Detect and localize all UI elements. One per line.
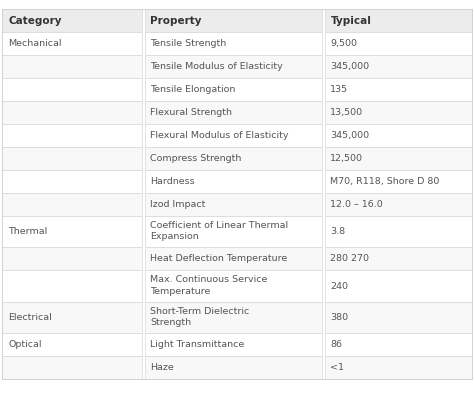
Bar: [325, 101, 472, 124]
Bar: [2, 216, 142, 247]
Bar: [325, 302, 472, 333]
Text: 9,500: 9,500: [330, 39, 357, 48]
Bar: [145, 302, 322, 333]
Bar: [325, 216, 472, 247]
Text: 3.8: 3.8: [330, 227, 346, 236]
Bar: [325, 78, 472, 101]
Text: Light Transmittance: Light Transmittance: [150, 340, 245, 349]
Bar: [2, 247, 142, 270]
Bar: [325, 356, 472, 379]
Text: Electrical: Electrical: [8, 313, 52, 322]
Bar: [325, 147, 472, 170]
Text: Property: Property: [150, 16, 202, 25]
Bar: [145, 247, 322, 270]
Text: Mechanical: Mechanical: [8, 39, 62, 48]
Text: 280 270: 280 270: [330, 255, 369, 263]
Bar: [2, 356, 142, 379]
Text: Short-Term Dielectric
Strength: Short-Term Dielectric Strength: [150, 307, 249, 327]
Bar: [145, 193, 322, 216]
Text: 345,000: 345,000: [330, 131, 370, 140]
Text: Optical: Optical: [8, 340, 42, 349]
Bar: [145, 124, 322, 147]
Text: 240: 240: [330, 282, 348, 291]
Bar: [2, 101, 142, 124]
Bar: [2, 32, 142, 55]
Bar: [2, 55, 142, 78]
Text: Max. Continuous Service
Temperature: Max. Continuous Service Temperature: [150, 275, 268, 296]
Bar: [145, 356, 322, 379]
Bar: [145, 9, 322, 32]
Bar: [145, 270, 322, 302]
Text: Coefficient of Linear Thermal
Expansion: Coefficient of Linear Thermal Expansion: [150, 221, 288, 241]
Bar: [145, 216, 322, 247]
Text: M70, R118, Shore D 80: M70, R118, Shore D 80: [330, 177, 440, 186]
Bar: [325, 32, 472, 55]
Text: 12.0 – 16.0: 12.0 – 16.0: [330, 200, 383, 209]
Bar: [2, 193, 142, 216]
Text: 13,500: 13,500: [330, 108, 364, 117]
Text: Typical: Typical: [330, 16, 371, 25]
Text: Haze: Haze: [150, 363, 174, 372]
Text: Flexural Modulus of Elasticity: Flexural Modulus of Elasticity: [150, 131, 289, 140]
Bar: [325, 55, 472, 78]
Bar: [145, 101, 322, 124]
Bar: [2, 78, 142, 101]
Text: Thermal: Thermal: [8, 227, 47, 236]
Text: Hardness: Hardness: [150, 177, 195, 186]
Bar: [2, 302, 142, 333]
Text: 135: 135: [330, 85, 348, 94]
Text: Tensile Elongation: Tensile Elongation: [150, 85, 236, 94]
Text: Tensile Modulus of Elasticity: Tensile Modulus of Elasticity: [150, 62, 283, 71]
Bar: [2, 170, 142, 193]
Text: Heat Deflection Temperature: Heat Deflection Temperature: [150, 255, 288, 263]
Text: <1: <1: [330, 363, 345, 372]
Bar: [2, 270, 142, 302]
Bar: [325, 170, 472, 193]
Bar: [325, 124, 472, 147]
Text: 380: 380: [330, 313, 348, 322]
Text: 12,500: 12,500: [330, 154, 364, 163]
Text: Compress Strength: Compress Strength: [150, 154, 242, 163]
Bar: [325, 193, 472, 216]
Bar: [2, 9, 142, 32]
Text: Izod Impact: Izod Impact: [150, 200, 206, 209]
Text: 345,000: 345,000: [330, 62, 370, 71]
Bar: [2, 124, 142, 147]
Bar: [145, 32, 322, 55]
Text: Category: Category: [8, 16, 62, 25]
Bar: [325, 247, 472, 270]
Bar: [2, 147, 142, 170]
Text: 86: 86: [330, 340, 342, 349]
Bar: [145, 78, 322, 101]
Bar: [325, 333, 472, 356]
Text: Tensile Strength: Tensile Strength: [150, 39, 227, 48]
Bar: [145, 147, 322, 170]
Bar: [2, 333, 142, 356]
Bar: [325, 9, 472, 32]
Bar: [145, 55, 322, 78]
Bar: [325, 270, 472, 302]
Text: Flexural Strength: Flexural Strength: [150, 108, 232, 117]
Bar: [145, 333, 322, 356]
Bar: [145, 170, 322, 193]
